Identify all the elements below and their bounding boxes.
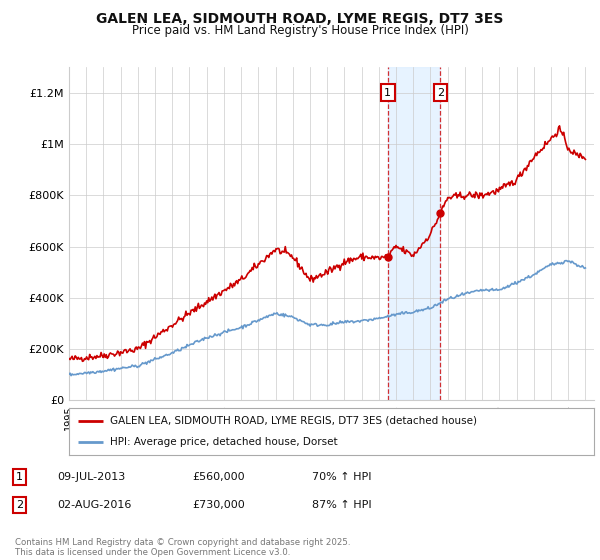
Bar	[388, 67, 440, 400]
Text: GALEN LEA, SIDMOUTH ROAD, LYME REGIS, DT7 3ES (detached house): GALEN LEA, SIDMOUTH ROAD, LYME REGIS, DT…	[110, 416, 477, 426]
Text: 1: 1	[384, 88, 391, 98]
Text: GALEN LEA, SIDMOUTH ROAD, LYME REGIS, DT7 3ES: GALEN LEA, SIDMOUTH ROAD, LYME REGIS, DT…	[97, 12, 503, 26]
Text: 09-JUL-2013: 09-JUL-2013	[57, 472, 125, 482]
Text: HPI: Average price, detached house, Dorset: HPI: Average price, detached house, Dors…	[110, 437, 338, 447]
Text: 1: 1	[16, 472, 23, 482]
Text: 70% ↑ HPI: 70% ↑ HPI	[312, 472, 371, 482]
Text: £560,000: £560,000	[192, 472, 245, 482]
Text: 02-AUG-2016: 02-AUG-2016	[57, 500, 131, 510]
Text: 2: 2	[16, 500, 23, 510]
Text: 2: 2	[437, 88, 444, 98]
Text: 87% ↑ HPI: 87% ↑ HPI	[312, 500, 371, 510]
Text: Contains HM Land Registry data © Crown copyright and database right 2025.
This d: Contains HM Land Registry data © Crown c…	[15, 538, 350, 557]
Text: £730,000: £730,000	[192, 500, 245, 510]
Text: Price paid vs. HM Land Registry's House Price Index (HPI): Price paid vs. HM Land Registry's House …	[131, 24, 469, 36]
